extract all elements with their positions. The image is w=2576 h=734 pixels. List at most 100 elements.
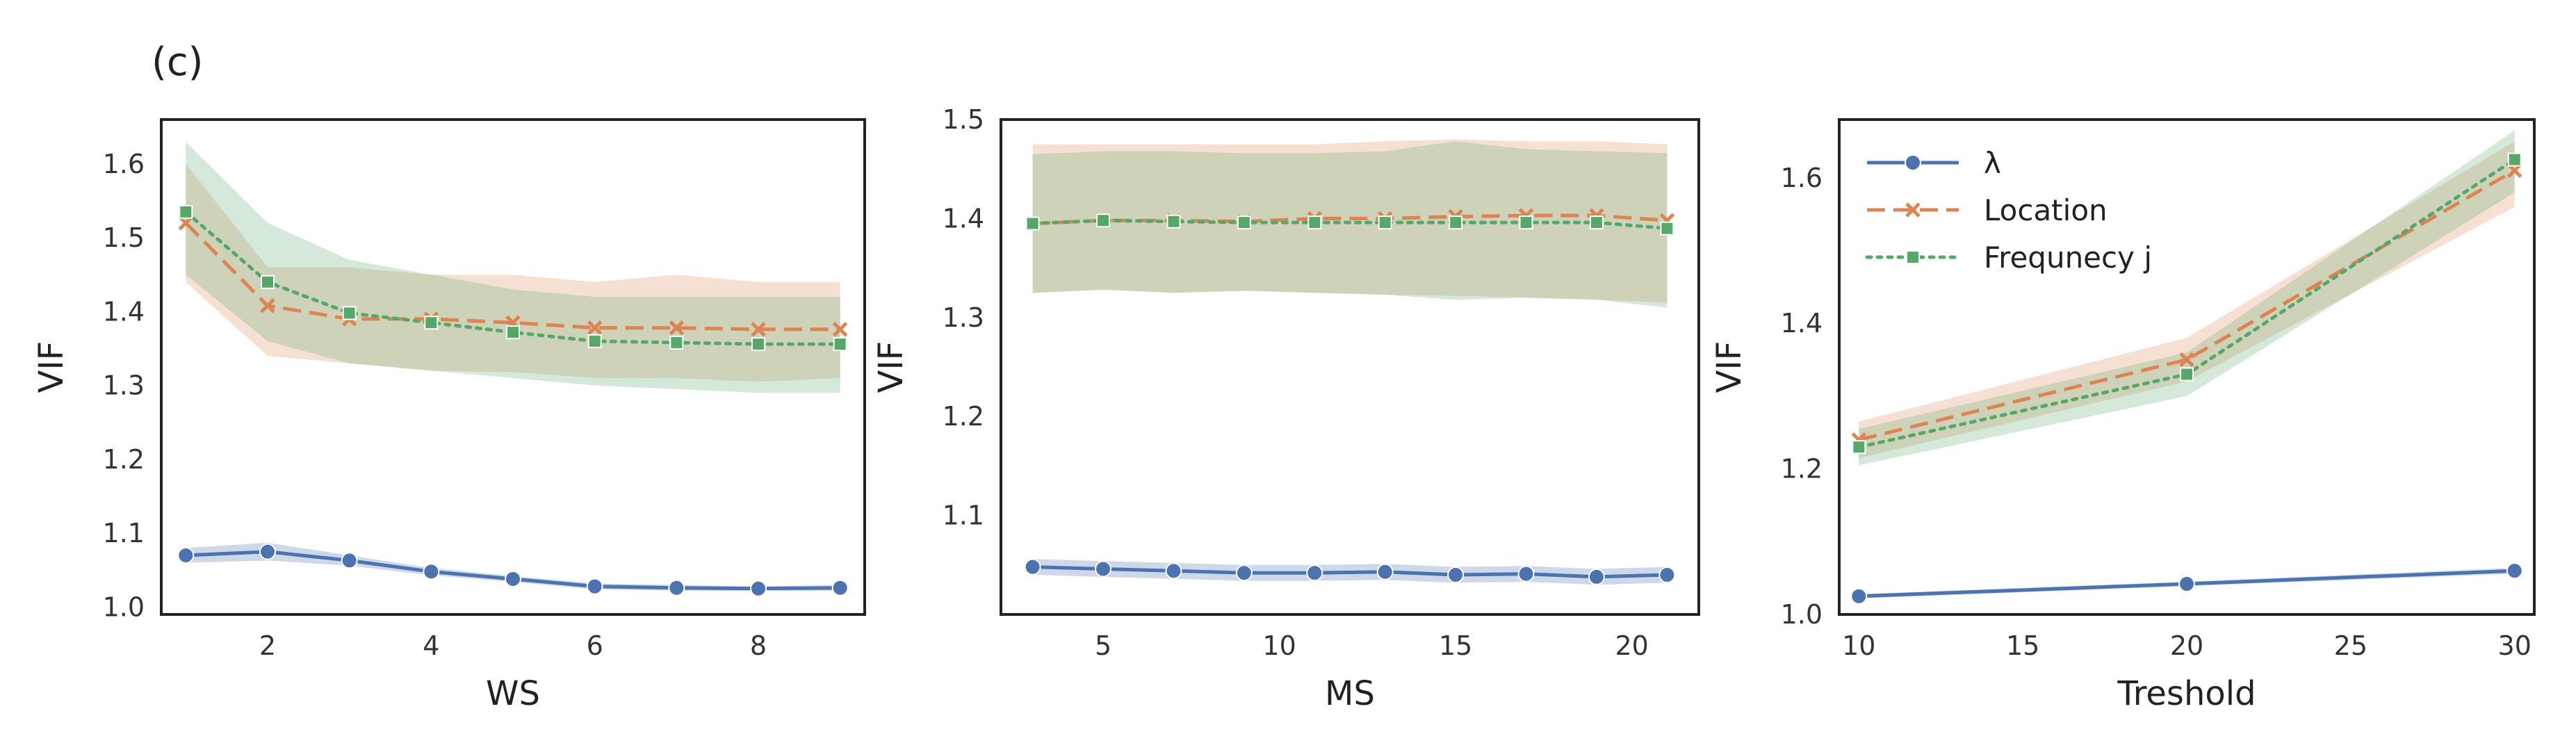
point-lambda [505,570,521,587]
point-lambda [1850,587,1868,605]
point-lambda [341,552,358,569]
point-frequency [1852,440,1866,455]
legend-label-location: Location [1984,193,2108,227]
x-tick-label: 20 [2170,630,2203,661]
y-tick-label: 1.0 [103,592,145,622]
point-frequency [179,204,193,219]
point-location [669,320,685,336]
chart-panel-1: 2 4 6 8 1.0 1.1 1.2 1.3 1.4 1.5 1.6 WS VIF [32,118,866,713]
y-tick-label: 1.4 [943,203,984,234]
point-lambda [1588,568,1605,585]
point-lambda [2506,562,2523,580]
point-lambda [668,579,685,596]
point-lambda [259,543,276,560]
y-tick-label: 1.3 [103,370,145,401]
y-tick-label: 1.5 [943,104,984,135]
band-frequency [1032,141,1668,308]
y-tick-label: 1.5 [103,222,145,253]
line-location [184,222,840,332]
x-tick-label: 4 [423,630,439,661]
x-axis-label: Treshold [2117,674,2256,713]
point-frequency [506,325,520,340]
y-axis-label: VIF [1710,341,1749,393]
point-lambda [177,546,195,564]
point-lambda [1095,560,1112,578]
x-axis-label: MS [1325,674,1375,713]
x-tick-label: 8 [750,630,767,661]
chart-panel-2: 5 10 15 20 1.1 1.2 1.3 1.4 1.5 MS VIF [872,104,1700,713]
band-location [1859,141,2515,458]
point-frequency [669,335,684,350]
y-tick-label: 1.6 [1781,163,1823,193]
point-lambda [750,580,767,597]
x-tick-label: 15 [1439,630,1472,661]
x-tick-label: 25 [2334,630,2367,661]
line-lambda [1032,565,1668,579]
point-frequency [260,275,275,289]
legend-marker-frequency [1906,250,1920,264]
point-frequency [1519,215,1533,230]
point-frequency [1589,215,1604,230]
point-lambda [1235,564,1253,582]
point-lambda [423,563,440,580]
point-lambda [1376,563,1394,580]
point-lambda [586,578,603,595]
point-frequency [587,334,602,348]
x-axis-label: WS [486,674,540,713]
plot-frame [1000,118,1700,616]
x-tick-label: 6 [587,630,603,661]
point-lambda [1165,562,1182,580]
x-tick-label: 2 [259,630,276,661]
legend-marker-lambda [1905,154,1921,171]
line-location [1858,169,2516,442]
legend-label-frequency: Frequnecy j [1984,240,2152,275]
y-tick-label: 1.1 [103,518,145,548]
x-tick-label: 15 [2006,630,2039,661]
chart-panel-3: 10 15 20 25 30 1.0 1.2 1.4 1.6 Treshold VIF λ Locati… [1710,118,2536,713]
plot-area [1850,130,2523,605]
point-frequency [751,337,766,352]
point-frequency [1237,215,1251,230]
y-axis-label: VIF [872,341,911,393]
point-frequency [833,337,847,352]
x-tick-label: 10 [1262,630,1296,661]
point-frequency [2180,367,2194,382]
plot-frame [1838,118,2536,616]
legend-marker-location [1905,202,1921,218]
point-lambda [1447,566,1465,584]
y-tick-label: 1.0 [1781,599,1823,630]
point-frequency [1025,216,1040,231]
point-location [751,322,766,337]
point-lambda [1658,566,1676,584]
legend-label-lambda: λ [1984,146,2001,180]
legend: λ Location Frequnecy j [1865,146,2152,275]
x-tick-label: 30 [2498,630,2532,661]
point-location [587,320,603,336]
point-lambda [1517,565,1535,582]
y-tick-label: 1.2 [1781,454,1823,484]
point-frequency [2507,152,2522,167]
chart-group: 2 4 6 8 1.0 1.1 1.2 1.3 1.4 1.5 1.6 WS VIF 5 10 15 20 1.1… [32,104,2536,713]
x-tick-label: 5 [1095,630,1111,661]
y-axis-label: VIF [32,341,71,393]
panel-label: (c) [152,40,203,85]
point-frequency [1378,215,1392,230]
point-location [260,298,275,313]
point-location [2179,352,2194,368]
y-tick-label: 1.4 [103,296,145,327]
point-location [832,322,848,337]
x-tick-label: 10 [1842,630,1875,661]
y-tick-label: 1.3 [943,302,984,333]
point-frequency [1660,221,1674,236]
point-lambda [1024,558,1041,576]
plot-area [1024,139,1676,585]
plot-frame [160,118,866,616]
plot-area [177,141,849,597]
point-frequency [1096,213,1111,228]
x-tick-label: 20 [1615,630,1648,661]
y-tick-label: 1.1 [943,500,984,531]
y-tick-label: 1.2 [103,444,145,475]
point-lambda [2178,576,2195,593]
y-tick-label: 1.6 [103,149,145,179]
